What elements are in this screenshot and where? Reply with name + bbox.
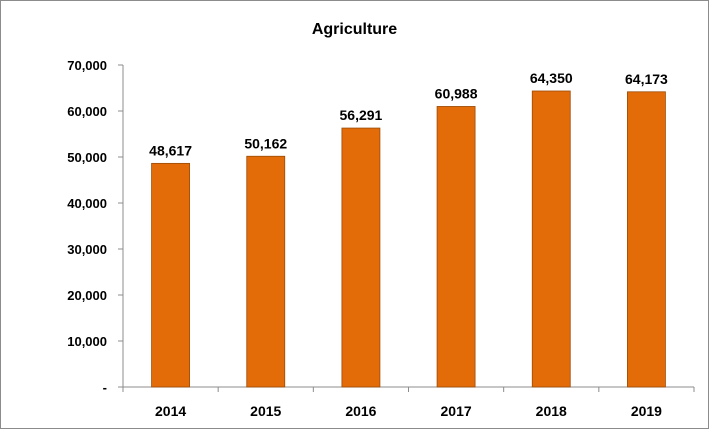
bar xyxy=(151,162,190,388)
data-label: 56,291 xyxy=(340,107,383,123)
y-tick-label: 10,000 xyxy=(67,334,107,349)
bar xyxy=(341,127,381,388)
x-tick-label: 2017 xyxy=(441,403,472,419)
labels: - 10,000 20,000 30,000 40,000 50,000 60,000 70,… xyxy=(67,58,668,419)
x-tick-label: 2018 xyxy=(536,403,567,419)
data-label: 64,350 xyxy=(530,70,573,86)
bar xyxy=(246,155,286,388)
bar xyxy=(436,106,476,388)
x-tick-label: 2014 xyxy=(155,403,186,419)
y-tick-label: 40,000 xyxy=(67,196,107,211)
x-tick-label: 2016 xyxy=(345,403,376,419)
chart-title: Agriculture xyxy=(311,21,398,38)
bars xyxy=(151,90,666,388)
y-tick-label: 70,000 xyxy=(67,58,107,73)
bar xyxy=(627,91,666,388)
x-tick-label: 2015 xyxy=(250,403,281,419)
x-tick-label: 2019 xyxy=(631,403,662,419)
bar xyxy=(531,90,571,388)
y-tick-label: - xyxy=(103,380,107,395)
axes xyxy=(118,64,695,392)
y-tick-label: 20,000 xyxy=(67,288,107,303)
y-tick-label: 60,000 xyxy=(67,104,107,119)
y-tick-label: 50,000 xyxy=(67,150,107,165)
data-label: 60,988 xyxy=(435,85,478,101)
data-label: 48,617 xyxy=(149,142,192,158)
data-label: 50,162 xyxy=(244,135,287,151)
data-label: 64,173 xyxy=(625,71,668,87)
y-tick-label: 30,000 xyxy=(67,242,107,257)
